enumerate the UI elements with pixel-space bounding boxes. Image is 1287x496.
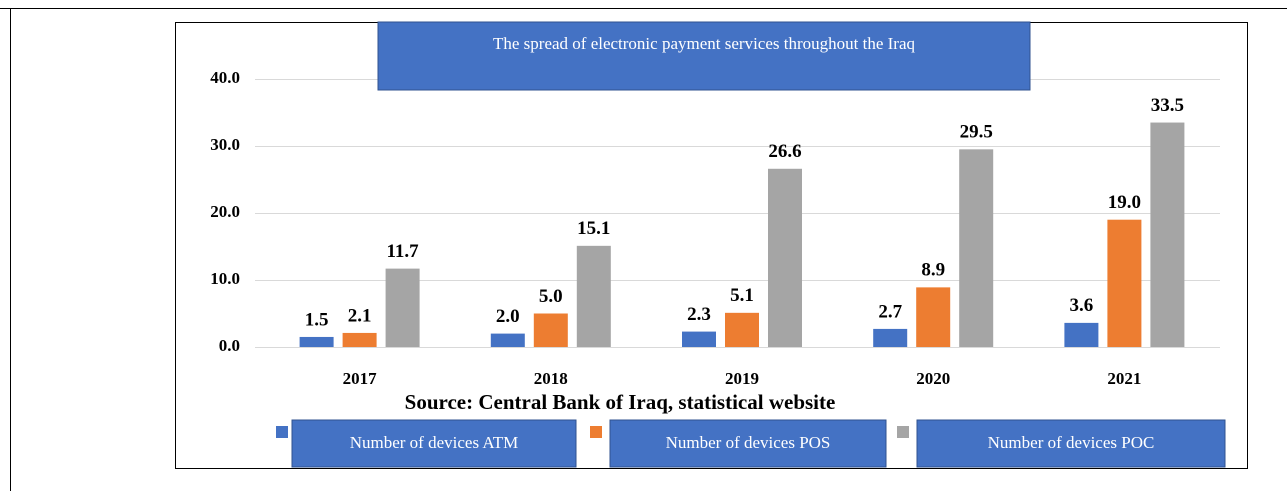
x-tick-label: 2020 (916, 369, 950, 388)
bar (342, 332, 377, 347)
y-tick-label: 10.0 (210, 269, 240, 288)
bar (1064, 322, 1099, 347)
bar (1150, 122, 1185, 347)
value-label: 8.9 (921, 260, 945, 281)
value-label: 1.5 (305, 309, 329, 330)
bar (299, 336, 334, 347)
chart-title: The spread of electronic payment service… (493, 34, 916, 53)
value-label: 5.0 (539, 286, 563, 307)
value-label: 11.7 (386, 241, 419, 262)
legend-label: Number of devices POC (988, 433, 1155, 452)
y-tick-label: 30.0 (210, 135, 240, 154)
value-label: 2.1 (348, 305, 372, 326)
chart-frame (175, 22, 1248, 469)
value-label: 26.6 (768, 141, 801, 162)
bar (725, 312, 759, 347)
value-label: 29.5 (960, 122, 993, 143)
bar (1107, 219, 1142, 347)
x-tick-label: 2019 (725, 369, 759, 388)
y-tick-label: 20.0 (210, 202, 240, 221)
legend-box (291, 419, 577, 468)
value-label: 3.6 (1070, 295, 1094, 316)
bar (385, 268, 420, 347)
value-label: 2.3 (687, 304, 711, 325)
bar (916, 287, 951, 347)
bar (873, 328, 908, 347)
value-label: 15.1 (577, 218, 610, 239)
title-box (377, 21, 1031, 91)
legend-box (609, 419, 887, 468)
legend-swatch (590, 426, 602, 438)
x-tick-label: 2017 (343, 369, 378, 388)
legend-box (916, 419, 1226, 468)
y-tick-label: 0.0 (219, 336, 240, 355)
value-label: 2.7 (878, 301, 902, 322)
y-tick-label: 40.0 (210, 68, 240, 87)
legend-swatch (897, 426, 909, 438)
value-label: 5.1 (730, 285, 754, 306)
value-label: 2.0 (496, 306, 520, 327)
value-label: 33.5 (1151, 95, 1184, 116)
value-label: 19.0 (1108, 192, 1141, 213)
x-tick-label: 2021 (1107, 369, 1141, 388)
legend-label: Number of devices POS (666, 433, 831, 452)
legend-label: Number of devices ATM (350, 433, 519, 452)
x-tick-label: 2018 (534, 369, 568, 388)
bar (959, 149, 994, 347)
legend-swatch (276, 426, 288, 438)
bar (768, 168, 802, 347)
source-note: Source: Central Bank of Iraq, statistica… (405, 390, 836, 414)
bar (533, 313, 568, 347)
bar (490, 333, 525, 347)
bar (682, 331, 716, 347)
bar (576, 245, 611, 347)
